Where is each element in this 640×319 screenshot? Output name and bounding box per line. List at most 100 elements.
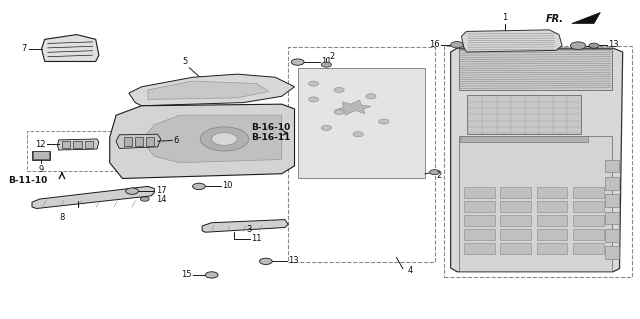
Circle shape	[451, 41, 463, 48]
Circle shape	[429, 170, 440, 175]
Bar	[573, 243, 604, 254]
Bar	[537, 201, 567, 212]
Circle shape	[379, 119, 389, 124]
Polygon shape	[298, 68, 425, 178]
Bar	[605, 160, 620, 172]
Bar	[124, 137, 132, 146]
Text: 11: 11	[321, 57, 332, 66]
Circle shape	[334, 109, 344, 115]
Circle shape	[125, 188, 138, 194]
Bar	[605, 194, 620, 207]
Text: 10: 10	[223, 181, 233, 190]
Text: 17: 17	[156, 186, 166, 195]
Bar	[464, 229, 495, 240]
Polygon shape	[141, 115, 282, 163]
Polygon shape	[42, 34, 99, 62]
Text: 13: 13	[288, 256, 299, 265]
Circle shape	[321, 62, 332, 67]
Bar	[27, 131, 116, 171]
Text: B-11-10: B-11-10	[8, 175, 47, 185]
Bar	[33, 151, 49, 159]
Bar	[500, 187, 531, 198]
Circle shape	[200, 127, 248, 151]
Bar	[605, 229, 620, 242]
Circle shape	[570, 42, 586, 49]
Bar	[135, 137, 143, 146]
Bar	[605, 247, 620, 259]
Circle shape	[353, 132, 364, 137]
Text: 6: 6	[173, 136, 179, 145]
Bar	[85, 141, 93, 148]
Polygon shape	[116, 134, 161, 148]
Bar	[464, 243, 495, 254]
Circle shape	[334, 87, 344, 93]
Polygon shape	[461, 30, 562, 52]
Text: 8: 8	[60, 213, 65, 222]
Text: B-16-11: B-16-11	[251, 133, 291, 143]
Bar	[32, 151, 50, 160]
Bar	[464, 201, 495, 212]
Text: FR.: FR.	[546, 14, 564, 24]
Bar	[573, 229, 604, 240]
Text: 11: 11	[251, 234, 262, 243]
Text: 5: 5	[182, 57, 188, 66]
Bar	[460, 137, 588, 142]
Circle shape	[321, 125, 332, 130]
Bar	[288, 47, 435, 262]
Bar	[62, 141, 70, 148]
Circle shape	[205, 272, 218, 278]
Text: 2: 2	[436, 171, 441, 181]
Polygon shape	[129, 74, 294, 106]
Polygon shape	[58, 139, 99, 150]
Text: 3: 3	[246, 225, 252, 234]
Bar	[500, 229, 531, 240]
Text: 2: 2	[330, 52, 335, 61]
Bar	[537, 229, 567, 240]
Bar	[444, 46, 632, 277]
Text: 4: 4	[408, 266, 413, 275]
Text: 1: 1	[502, 13, 508, 22]
Bar	[573, 201, 604, 212]
Circle shape	[308, 81, 319, 86]
Bar	[464, 215, 495, 226]
Polygon shape	[572, 12, 600, 24]
Text: 7: 7	[22, 44, 27, 53]
Circle shape	[291, 59, 304, 65]
Bar	[573, 187, 604, 198]
Polygon shape	[202, 219, 288, 232]
Text: 15: 15	[180, 270, 191, 279]
Bar	[573, 215, 604, 226]
Bar	[537, 243, 567, 254]
Text: B-16-10: B-16-10	[251, 123, 291, 132]
Bar	[605, 177, 620, 189]
Bar	[605, 212, 620, 224]
Circle shape	[212, 133, 237, 145]
Bar	[537, 187, 567, 198]
Text: 12: 12	[35, 140, 46, 149]
Bar	[500, 243, 531, 254]
Bar	[500, 215, 531, 226]
Polygon shape	[32, 186, 154, 209]
Circle shape	[308, 97, 319, 102]
Polygon shape	[451, 48, 623, 272]
Bar	[459, 137, 612, 271]
Polygon shape	[109, 104, 294, 178]
Bar	[464, 187, 495, 198]
Circle shape	[259, 258, 272, 264]
Bar	[467, 95, 581, 134]
Polygon shape	[459, 49, 612, 90]
Circle shape	[366, 94, 376, 99]
Bar	[74, 141, 82, 148]
Circle shape	[193, 183, 205, 189]
Text: 16: 16	[429, 40, 440, 48]
Polygon shape	[148, 81, 269, 100]
Circle shape	[589, 43, 599, 48]
Bar	[500, 201, 531, 212]
Polygon shape	[335, 100, 371, 115]
Text: 9: 9	[38, 165, 44, 174]
Text: 13: 13	[608, 40, 619, 49]
Bar	[537, 215, 567, 226]
Bar	[146, 137, 154, 146]
Text: 14: 14	[156, 196, 166, 204]
Circle shape	[140, 197, 149, 201]
